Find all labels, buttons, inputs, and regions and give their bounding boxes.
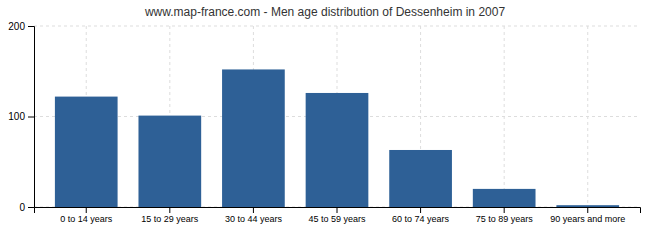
bar [138,116,201,207]
x-tick-label: 15 to 29 years [141,214,199,224]
x-axis-line [35,208,641,214]
x-tick: 30 to 44 years [225,207,283,224]
bars [55,69,619,207]
y-tick-mark [28,207,34,208]
bar [222,69,285,207]
title: www.map-france.com - Men age distributio… [144,5,505,19]
x-tick-label: 30 to 44 years [225,214,283,224]
x-tick-mark [420,207,421,213]
x-tick-mark [337,207,338,213]
y-tick-label: 100 [8,111,25,122]
x-tick-label: 75 to 89 years [476,214,534,224]
y-tick-label: 0 [19,202,25,213]
x-axis: 0 to 14 years 15 to 29 years 30 to 44 year… [35,207,641,224]
x-tick: 15 to 29 years [141,207,199,224]
y-tick: 0 [19,202,34,213]
y-tick: 200 [8,21,34,32]
x-tick-label: 60 to 74 years [392,214,450,224]
y-tick-mark [28,117,34,118]
y-tick-mark [28,26,34,27]
y-axis: 0 100 200 [8,21,34,213]
chart: www.map-france.com - Men age distributio… [0,0,650,229]
bar [389,150,452,207]
x-grid-line [587,26,588,207]
bar [556,205,619,207]
x-tick-mark [504,207,505,213]
plot: 0 100 200 0 to 14 years 15 to 29 years 30 to … [8,21,640,225]
x-tick-mark [253,207,254,213]
x-tick: 45 to 59 years [308,207,366,224]
x-tick-label: 45 to 59 years [308,214,366,224]
x-tick: 90 years and more [550,207,625,224]
y-tick: 100 [8,111,34,122]
x-tick-mark [587,207,588,213]
x-tick-label: 90 years and more [550,214,625,224]
bar [306,93,369,207]
y-tick-label: 200 [8,21,25,32]
x-tick-label: 0 to 14 years [60,214,113,224]
x-tick: 60 to 74 years [392,207,450,224]
bar [55,97,118,207]
x-tick: 75 to 89 years [476,207,534,224]
y-axis-line [28,27,35,208]
bar [473,189,536,207]
grid [34,26,640,207]
x-grid-line [504,26,505,207]
x-tick-mark [169,207,170,213]
x-tick: 0 to 14 years [60,207,113,224]
x-tick-mark [86,207,87,213]
